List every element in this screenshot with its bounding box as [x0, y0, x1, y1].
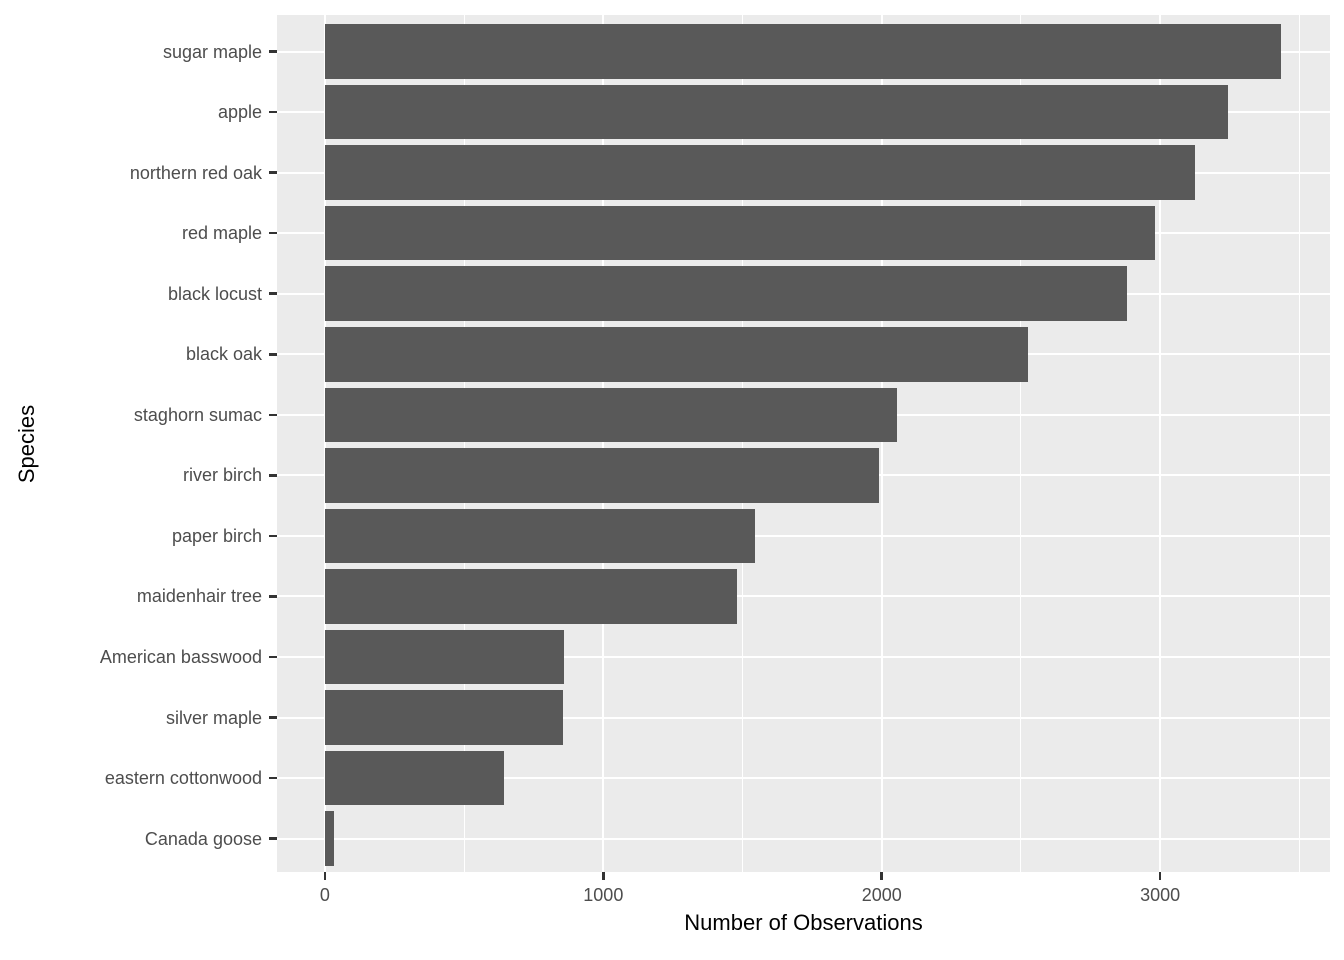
gridline-major-vertical: [880, 15, 883, 872]
gridline-major-vertical: [1159, 15, 1162, 872]
gridline-major-vertical: [323, 15, 326, 872]
y-tick-label-canada-goose: Canada goose: [144, 828, 262, 849]
bar-paper-birch: [324, 508, 756, 564]
y-tick-mark: [269, 413, 277, 417]
gridline-major-horizontal: [277, 777, 1330, 780]
bar-river-birch: [324, 448, 879, 503]
y-tick-mark: [269, 353, 277, 356]
bar-american-basswood: [324, 629, 565, 685]
x-tick-mark: [1158, 872, 1162, 880]
gridline-major-horizontal: [277, 656, 1330, 658]
gridline-major-horizontal: [277, 534, 1330, 537]
y-tick-mark: [269, 292, 277, 295]
y-tick-mark: [269, 595, 277, 598]
bar-red-maple: [324, 205, 1155, 261]
gridline-minor-vertical: [1020, 15, 1022, 872]
x-tick-mark: [602, 872, 605, 880]
y-tick-label-black-oak: black oak: [185, 344, 262, 365]
x-tick-mark: [323, 872, 327, 880]
y-tick-label-eastern-cottonwood: eastern cottonwood: [104, 768, 262, 789]
x-tick-label-0: 0: [319, 885, 330, 905]
y-tick-label-silver-maple: silver maple: [165, 707, 262, 728]
bar-eastern-cottonwood: [324, 750, 504, 806]
y-tick-mark: [269, 534, 277, 538]
bar-staghorn-sumac: [324, 387, 898, 443]
y-tick-label-paper-birch: paper birch: [171, 525, 262, 546]
y-tick-label-staghorn-sumac: staghorn sumac: [133, 404, 262, 425]
x-tick-label-1000: 1000: [583, 885, 624, 905]
y-tick-mark: [269, 474, 277, 477]
y-tick-label-black-locust: black locust: [167, 283, 262, 304]
y-tick-label-river-birch: river birch: [182, 465, 262, 486]
gridline-major-horizontal: [277, 595, 1330, 598]
bar-canada-goose: [324, 811, 335, 866]
y-tick-mark: [269, 231, 277, 235]
y-tick-label-red-maple: red maple: [181, 223, 262, 244]
x-axis-title: Number of Observations: [684, 910, 923, 935]
y-tick-mark: [269, 776, 277, 780]
bar-silver-maple: [324, 690, 564, 745]
y-tick-label-maidenhair-tree: maidenhair tree: [136, 586, 262, 607]
bar-black-locust: [324, 266, 1127, 321]
bar-maidenhair-tree: [324, 569, 737, 624]
y-tick-mark: [269, 716, 277, 719]
bar-black-oak: [324, 327, 1028, 382]
bar-sugar-maple: [324, 24, 1282, 79]
y-tick-mark: [269, 50, 277, 53]
bar-apple: [324, 84, 1229, 140]
bar-northern-red-oak: [324, 145, 1195, 200]
y-tick-label-sugar-maple: sugar maple: [162, 41, 262, 62]
y-tick-label-american-basswood: American basswood: [99, 647, 262, 667]
gridline-minor-vertical: [1298, 15, 1300, 872]
gridline-major-vertical: [602, 15, 605, 872]
y-tick-mark: [269, 837, 277, 840]
y-tick-mark: [269, 655, 277, 659]
y-tick-label-apple: apple: [217, 102, 262, 123]
y-tick-label-northern-red-oak: northern red oak: [129, 162, 262, 183]
gridline-major-horizontal: [277, 837, 1330, 840]
y-tick-mark: [269, 171, 277, 174]
y-tick-mark: [269, 110, 277, 114]
x-tick-label-2000: 2000: [861, 885, 902, 905]
gridline-major-horizontal: [277, 716, 1330, 719]
plot-panel: [277, 15, 1330, 872]
x-tick-mark: [880, 872, 883, 880]
gridline-minor-vertical: [463, 15, 465, 872]
gridline-minor-vertical: [742, 15, 744, 872]
x-tick-label-3000: 3000: [1140, 885, 1181, 905]
